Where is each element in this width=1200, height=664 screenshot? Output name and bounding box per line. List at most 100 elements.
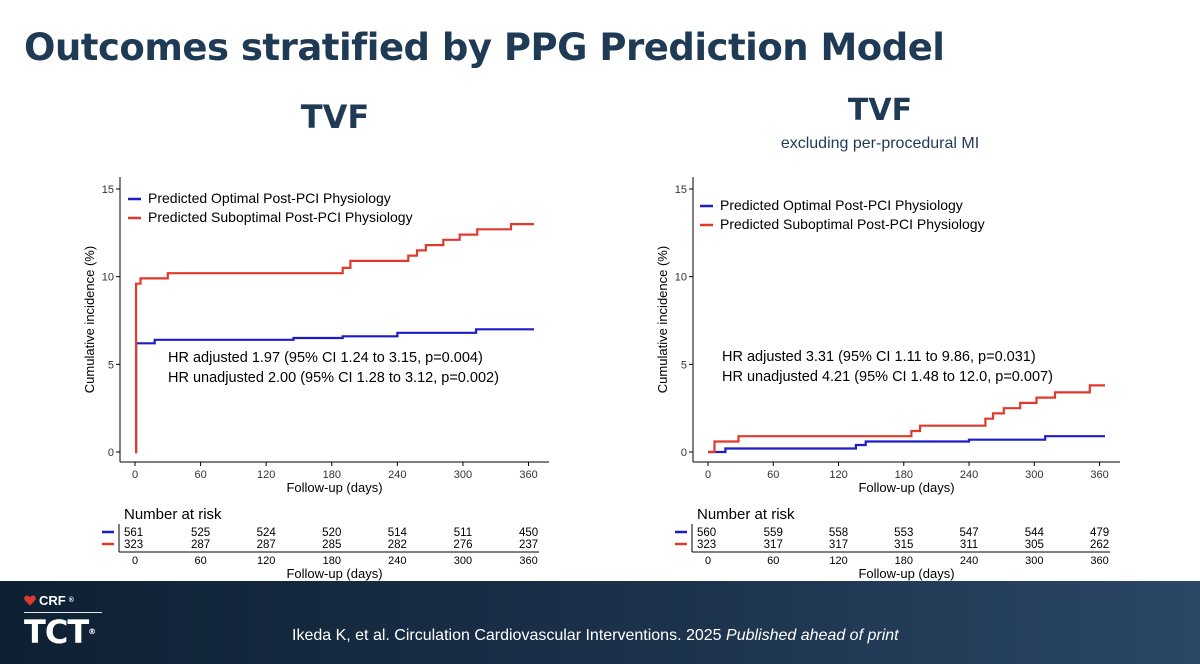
chart2-y-tick-label: 10 [675,272,687,284]
chart2-legend-label: Predicted Optimal Post-PCI Physiology [720,197,963,213]
chart2-risk-time-label: 300 [1025,555,1043,567]
chart1-x-tick-label: 0 [132,469,138,481]
chart2-risk-time-label: 360 [1090,555,1108,567]
chart2-title: TVF [848,93,912,128]
crf-registered-mark: ® [68,597,74,604]
chart2-risk-time-label: 60 [767,555,779,567]
chart1-x-tick-label: 240 [388,469,406,481]
crf-logo-text: CRF [39,593,66,608]
chart2-legend-label: Predicted Suboptimal Post-PCI Physiology [720,216,985,232]
chart1-risk-time-label: 360 [519,555,537,567]
chart2-risk-count: 547 [959,527,978,539]
chart1-series-optimal-line [135,328,534,454]
chart1-risk-count: 524 [257,527,277,539]
chart2-series-suboptimal-line [708,384,1105,454]
heart-icon [24,595,36,606]
chart1-hr-annotation: HR adjusted 1.97 (95% CI 1.24 to 3.15, p… [168,350,483,366]
chart1-y-tick-label: 10 [102,272,114,284]
chart2-risk-count: 560 [697,527,716,539]
chart1-x-axis-label: Follow-up (days) [286,480,382,495]
chart1-risk-count: 285 [322,539,341,551]
chart1-risk-count: 561 [124,527,143,539]
chart1-x-tick-label: 360 [519,469,537,481]
tct-logo: CRF ® TCT® [24,593,134,648]
chart1-risk-count: 237 [519,539,538,551]
tct-logo-text: TCT [24,613,89,651]
chart1-x-tick-label: 60 [194,469,206,481]
chart2-risk-x-label: Follow-up (days) [858,566,954,581]
chart2-risk-time-label: 180 [895,555,913,567]
chart1-risk-count: 511 [454,527,472,539]
chart1-y-tick-label: 15 [102,184,114,196]
chart2-risk-count: 558 [829,527,848,539]
chart1-risk-time-label: 120 [257,555,275,567]
tct-registered-mark: ® [88,627,96,636]
chart2-x-tick-label: 360 [1090,469,1108,481]
chart2-risk-table-title: Number at risk [697,506,795,523]
chart2-x-tick-label: 120 [829,469,847,481]
chart2-risk-time-label: 120 [829,555,847,567]
chart1-risk-time-label: 60 [194,555,206,567]
chart1-risk-count: 323 [124,539,143,551]
chart2-risk-count: 317 [829,539,848,551]
chart2-risk-count: 305 [1025,539,1044,551]
citation-main: Ikeda K, et al. Circulation Cardiovascul… [292,627,722,644]
chart2-risk-count: 323 [697,539,716,551]
chart2-risk-count: 544 [1025,527,1045,539]
chart1-legend-label: Predicted Optimal Post-PCI Physiology [148,190,391,206]
chart2-x-axis-label: Follow-up (days) [858,480,954,495]
chart1-legend-label: Predicted Suboptimal Post-PCI Physiology [148,209,413,225]
chart2-risk-count: 311 [960,539,978,551]
chart1-risk-x-label: Follow-up (days) [286,566,382,581]
chart2-risk-count: 559 [764,527,783,539]
chart1-risk-count: 514 [388,527,408,539]
chart1-risk-count: 525 [191,527,210,539]
chart1-risk-time-label: 180 [323,555,341,567]
chart1-risk-time-label: 0 [132,555,138,567]
footer-bar: CRF ® TCT® Ikeda K, et al. Circulation Ca… [0,581,1200,664]
chart1-risk-time-label: 300 [454,555,472,567]
citation-italic: Published ahead of print [726,627,899,644]
chart1-risk-count: 287 [191,539,210,551]
chart2-risk-count: 262 [1090,539,1109,551]
chart2-y-tick-label: 5 [681,359,687,371]
chart2-risk-time-label: 0 [705,555,711,567]
chart1-risk-count: 450 [519,527,538,539]
chart1-risk-count: 276 [453,539,472,551]
chart1-series-suboptimal-line [135,223,534,454]
chart2-x-tick-label: 60 [767,469,779,481]
chart2-hr-annotation: HR unadjusted 4.21 (95% CI 1.48 to 12.0,… [722,369,1053,385]
km-charts: TVF 0 5 10 15 0 60 120 180 240 300 360 Follow-up (da… [82,93,1120,581]
chart2-y-tick-label: 0 [681,447,687,459]
chart2-series-optimal-line [708,435,1105,454]
chart1-x-tick-label: 300 [454,469,472,481]
chart2-subtitle: excluding per-procedural MI [781,135,979,152]
chart1-risk-count: 282 [388,539,407,551]
chart2-risk-count: 315 [894,539,913,551]
slide-title: Outcomes stratified by PPG Prediction Mo… [24,26,945,69]
chart1-hr-annotation: HR unadjusted 2.00 (95% CI 1.28 to 3.12,… [168,370,499,386]
crf-logo: CRF ® [24,593,134,608]
chart2-x-tick-label: 180 [895,469,913,481]
chart2-risk-time-label: 240 [960,555,978,567]
chart1-risk-table-title: Number at risk [124,506,222,523]
chart2-x-tick-label: 0 [705,469,711,481]
chart1-title: TVF [301,98,369,136]
chart1-risk-count: 520 [322,527,341,539]
chart1-y-axis-label: Cumulative incidence (%) [82,246,97,393]
chart1-risk-time-label: 240 [388,555,406,567]
chart2-risk-count: 553 [894,527,913,539]
chart2-x-tick-label: 300 [1025,469,1043,481]
citation: Ikeda K, et al. Circulation Cardiovascul… [292,627,899,645]
chart2-y-tick-label: 15 [675,184,687,196]
chart2-hr-annotation: HR adjusted 3.31 (95% CI 1.11 to 9.86, p… [722,349,1036,365]
chart2-risk-count: 479 [1090,527,1109,539]
chart2-risk-count: 317 [764,539,783,551]
chart2-x-tick-label: 240 [960,469,978,481]
chart1-y-tick-label: 5 [108,359,114,371]
chart1-x-tick-label: 120 [257,469,275,481]
chart2-y-axis-label: Cumulative incidence (%) [655,246,670,393]
chart1-x-tick-label: 180 [323,469,341,481]
chart1-y-tick-label: 0 [108,447,114,459]
chart1-risk-count: 287 [257,539,276,551]
